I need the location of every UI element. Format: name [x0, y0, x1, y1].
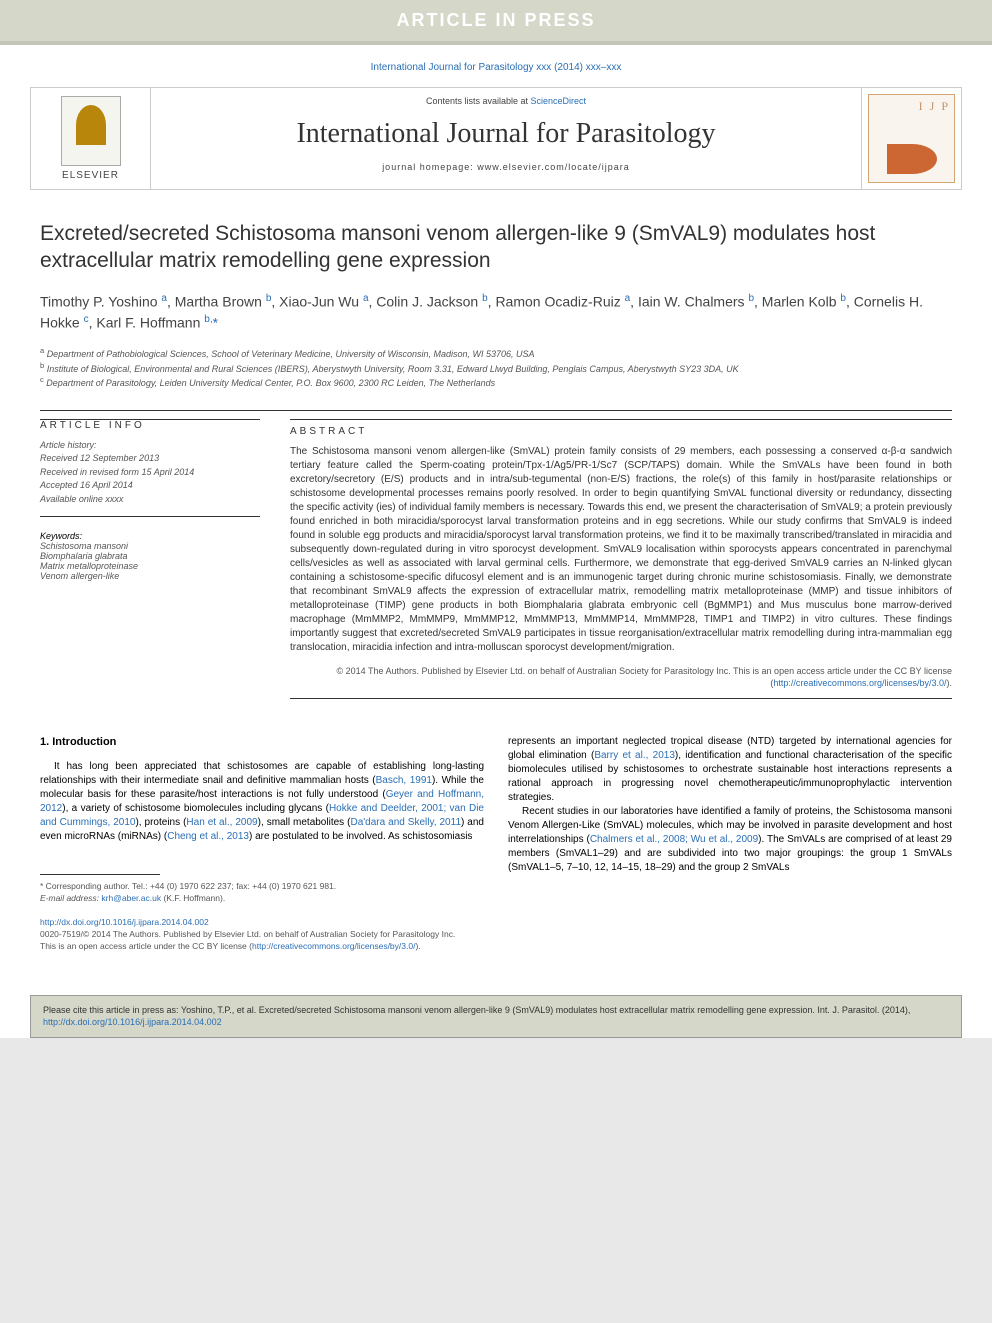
cite-doi-link[interactable]: http://dx.doi.org/10.1016/j.ijpara.2014.…	[43, 1017, 222, 1027]
issn-line: 0020-7519/© 2014 The Authors. Published …	[40, 929, 952, 941]
keyword-2: Biomphalaria glabrata	[40, 551, 260, 561]
ijp-label: I J P	[919, 99, 950, 114]
info-abstract-row: ARTICLE INFO Article history: Received 1…	[40, 419, 952, 705]
footnote-divider	[40, 874, 160, 875]
ref-barry-2013[interactable]: Barry et al., 2013	[594, 750, 675, 761]
elsevier-tree-icon	[61, 96, 121, 166]
email-link[interactable]: krh@aber.ac.uk	[101, 893, 161, 903]
affiliations: a Department of Pathobiological Sciences…	[40, 346, 952, 390]
journal-homepage: journal homepage: www.elsevier.com/locat…	[151, 162, 861, 172]
ref-dadara-skelly-2011[interactable]: Da'dara and Skelly, 2011	[350, 817, 461, 828]
abstract-column: ABSTRACT The Schistosoma mansoni venom a…	[290, 419, 952, 705]
intro-paragraph-1: It has long been appreciated that schist…	[40, 760, 484, 844]
citation-link[interactable]: International Journal for Parasitology x…	[371, 62, 622, 73]
ref-cheng-2013[interactable]: Cheng et al., 2013	[167, 831, 249, 842]
contents-available: Contents lists available at ScienceDirec…	[151, 96, 861, 106]
homepage-url: www.elsevier.com/locate/ijpara	[477, 162, 630, 172]
history-received: Received 12 September 2013	[40, 452, 260, 466]
divider	[40, 410, 952, 411]
intro-paragraph-1-cont: represents an important neglected tropic…	[508, 735, 952, 805]
ijp-cover-image: I J P	[868, 94, 955, 183]
abstract-heading: ABSTRACT	[290, 426, 952, 437]
body-column-right: represents an important neglected tropic…	[508, 735, 952, 905]
keyword-1: Schistosoma mansoni	[40, 541, 260, 551]
affiliation-b: b Institute of Biological, Environmental…	[40, 361, 952, 376]
author-list: Timothy P. Yoshino a, Martha Brown b, Xi…	[40, 291, 952, 334]
keywords-label: Keywords:	[40, 531, 260, 541]
journal-title: International Journal for Parasitology	[151, 118, 861, 150]
affiliation-c: c Department of Parasitology, Leiden Uni…	[40, 375, 952, 390]
abstract-copyright: © 2014 The Authors. Published by Elsevie…	[290, 665, 952, 690]
history-online: Available online xxxx	[40, 493, 260, 507]
article-content: Excreted/secreted Schistosoma mansoni ve…	[0, 190, 992, 983]
ijp-shell-icon	[887, 144, 937, 174]
footer-license-line: This is an open access article under the…	[40, 941, 952, 953]
article-info-column: ARTICLE INFO Article history: Received 1…	[40, 419, 260, 705]
abstract-text: The Schistosoma mansoni venom allergen-l…	[290, 445, 952, 655]
cite-box: Please cite this article in press as: Yo…	[30, 995, 962, 1038]
abstract-divider-top	[290, 419, 952, 420]
homepage-prefix: journal homepage:	[382, 162, 477, 172]
keyword-4: Venom allergen-like	[40, 571, 260, 581]
license-link[interactable]: http://creativecommons.org/licenses/by/3…	[773, 678, 946, 688]
article-info-heading: ARTICLE INFO	[40, 420, 260, 431]
affiliation-a: a Department of Pathobiological Sciences…	[40, 346, 952, 361]
article-title: Excreted/secreted Schistosoma mansoni ve…	[40, 220, 952, 275]
intro-paragraph-2: Recent studies in our laboratories have …	[508, 805, 952, 875]
history-revised: Received in revised form 15 April 2014	[40, 466, 260, 480]
corresponding-author: * Corresponding author. Tel.: +44 (0) 19…	[40, 881, 484, 893]
body-column-left: 1. Introduction It has long been appreci…	[40, 735, 484, 905]
footer-block: http://dx.doi.org/10.1016/j.ijpara.2014.…	[40, 917, 952, 953]
body-section: 1. Introduction It has long been appreci…	[40, 735, 952, 905]
ref-han-2009[interactable]: Han et al., 2009	[186, 817, 257, 828]
citation-line: International Journal for Parasitology x…	[0, 45, 992, 87]
footer-license-link[interactable]: http://creativecommons.org/licenses/by/3…	[252, 941, 415, 951]
masthead-center: Contents lists available at ScienceDirec…	[151, 88, 861, 189]
doi-link[interactable]: http://dx.doi.org/10.1016/j.ijpara.2014.…	[40, 917, 209, 927]
keywords-block: Keywords: Schistosoma mansoni Biomphalar…	[40, 531, 260, 581]
abstract-divider-bottom	[290, 698, 952, 699]
ref-basch-1991[interactable]: Basch, 1991	[376, 775, 432, 786]
sciencedirect-link[interactable]: ScienceDirect	[531, 96, 587, 106]
elsevier-logo: ELSEVIER	[31, 88, 151, 189]
history-label: Article history:	[40, 439, 260, 453]
doi-line: http://dx.doi.org/10.1016/j.ijpara.2014.…	[40, 917, 952, 929]
ref-chalmers-2008[interactable]: Chalmers et al., 2008; Wu et al., 2009	[590, 834, 758, 845]
introduction-heading: 1. Introduction	[40, 735, 484, 750]
email-line: E-mail address: krh@aber.ac.uk (K.F. Hof…	[40, 893, 484, 905]
footnotes: * Corresponding author. Tel.: +44 (0) 19…	[40, 881, 484, 905]
page-container: ARTICLE IN PRESS International Journal f…	[0, 0, 992, 1038]
copyright-close: ).	[947, 678, 953, 688]
info-divider-mid	[40, 516, 260, 517]
email-suffix: (K.F. Hoffmann).	[161, 893, 225, 903]
history-accepted: Accepted 16 April 2014	[40, 479, 260, 493]
contents-prefix: Contents lists available at	[426, 96, 531, 106]
article-in-press-banner: ARTICLE IN PRESS	[0, 0, 992, 45]
article-history: Article history: Received 12 September 2…	[40, 439, 260, 507]
journal-masthead: ELSEVIER Contents lists available at Sci…	[30, 87, 962, 190]
keyword-3: Matrix metalloproteinase	[40, 561, 260, 571]
ijp-cover: I J P	[861, 88, 961, 189]
cite-text: Please cite this article in press as: Yo…	[43, 1005, 910, 1015]
email-label: E-mail address:	[40, 893, 101, 903]
elsevier-label: ELSEVIER	[62, 170, 119, 181]
